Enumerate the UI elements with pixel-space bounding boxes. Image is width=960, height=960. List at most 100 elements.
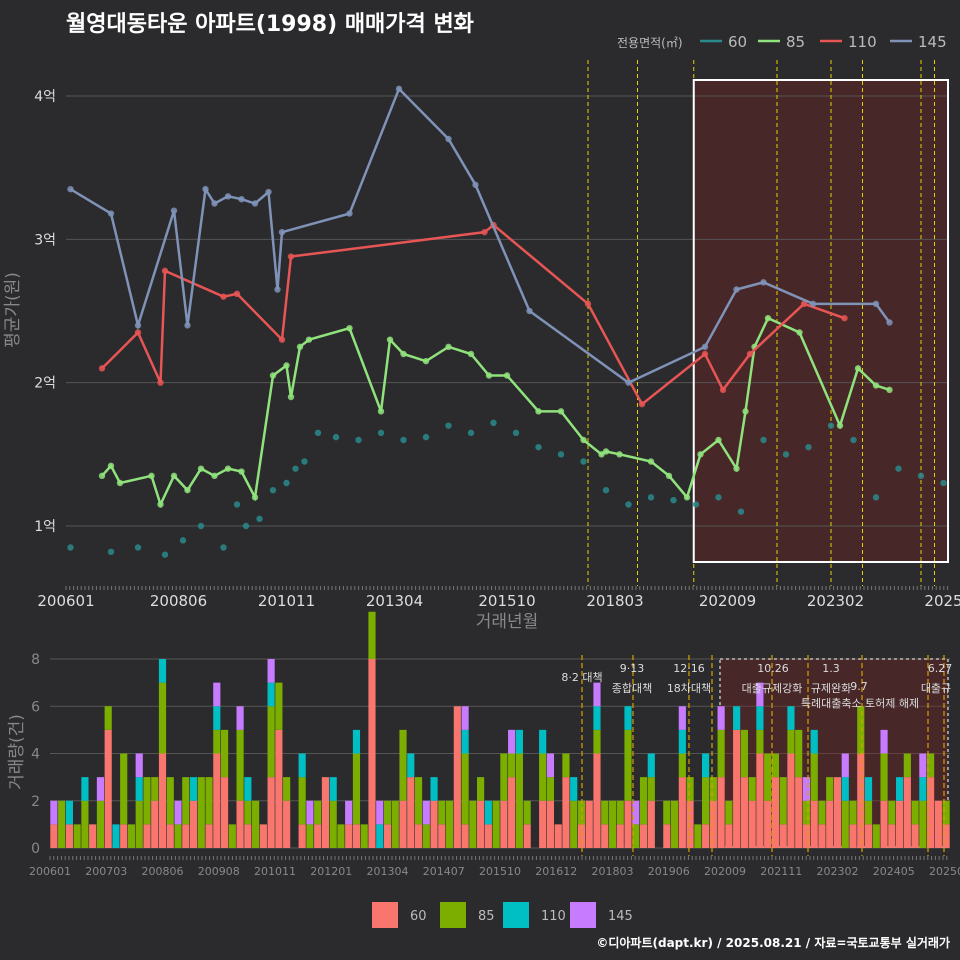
data-point-110 (584, 300, 592, 308)
x-tick-label: 201510 (478, 592, 535, 610)
bar-60 (756, 753, 764, 848)
bar-110 (461, 729, 469, 754)
bar-60 (104, 729, 112, 848)
bar-85 (903, 753, 911, 778)
bar-60 (779, 824, 787, 848)
bar-60 (368, 659, 376, 848)
data-point-60 (602, 486, 610, 494)
bar-85 (399, 729, 407, 801)
bar-60 (244, 824, 252, 848)
bar-60 (182, 824, 190, 848)
data-point-145 (107, 210, 115, 217)
bar-60 (65, 824, 73, 848)
data-point-60 (940, 479, 947, 487)
data-point-60 (872, 494, 880, 501)
bar-85 (182, 777, 190, 825)
bar-60 (438, 824, 446, 848)
bar-85 (127, 824, 136, 848)
data-point-60 (445, 422, 452, 429)
data-point-85 (733, 465, 740, 472)
bar-60 (407, 777, 415, 848)
bar-110 (267, 682, 275, 707)
bar-85 (880, 753, 888, 801)
bar-110 (376, 824, 384, 848)
bar-145 (546, 753, 555, 778)
data-point-145 (346, 210, 353, 217)
bar-60 (911, 824, 919, 848)
bar-60 (189, 800, 198, 848)
bar-85 (577, 800, 586, 825)
bar-145 (593, 682, 601, 707)
bar-60 (639, 824, 648, 848)
bar-60 (748, 800, 756, 848)
x-tick-label: 201803 (586, 592, 643, 610)
bar-145 (50, 800, 58, 825)
bar-60 (220, 777, 229, 848)
bar-legend-key-110 (503, 902, 529, 928)
bar-60 (352, 824, 361, 848)
bar-85 (523, 800, 531, 825)
legend-label: 85 (786, 33, 805, 51)
bar-legend-label: 85 (478, 909, 495, 924)
data-point-145 (202, 185, 209, 193)
bar-85 (632, 824, 640, 848)
bar-110 (864, 777, 873, 801)
bar-y-tick-label: 6 (31, 699, 40, 715)
data-point-60 (400, 436, 407, 444)
data-point-145 (872, 300, 880, 308)
x-tick-label: 202302 (807, 592, 864, 610)
bar-110 (244, 777, 252, 801)
data-point-145 (886, 319, 893, 326)
data-point-60 (692, 501, 700, 508)
bar-60 (647, 800, 655, 848)
bar-85 (841, 800, 849, 848)
data-point-85 (683, 494, 691, 501)
y-axis-label: 평균가(원) (3, 272, 23, 348)
policy-label: 특례대출축소 토허제 해제 (801, 696, 919, 710)
bar-85 (151, 777, 159, 801)
bar-85 (220, 729, 229, 778)
bar-60 (508, 777, 516, 848)
highlight-box (692, 79, 949, 563)
bar-60 (593, 753, 601, 848)
bar-85 (120, 753, 128, 825)
x-tick-label: 201011 (258, 592, 315, 610)
bar-legend-key-60 (372, 902, 398, 928)
data-point-85 (535, 408, 542, 415)
bar-85 (818, 800, 826, 825)
bar-60 (740, 777, 748, 848)
bar-60 (500, 800, 508, 848)
bar-60 (523, 824, 531, 848)
data-point-85 (287, 393, 295, 401)
data-point-85 (269, 372, 277, 379)
data-point-85 (557, 408, 565, 415)
bar-110 (624, 706, 632, 730)
x-tick-label: 200601 (37, 592, 94, 610)
bar-110 (430, 777, 438, 801)
bar-60 (546, 800, 555, 848)
bar-60 (709, 800, 717, 848)
bar-85 (500, 753, 508, 801)
data-point-85 (467, 350, 475, 358)
bar-85 (748, 777, 756, 801)
bar-85 (663, 800, 671, 825)
bar-85 (515, 753, 523, 848)
bar-85 (414, 777, 423, 825)
bar-85 (539, 753, 547, 801)
bar-85 (205, 777, 213, 825)
data-point-60 (161, 551, 169, 558)
data-point-110 (638, 400, 646, 408)
bar-85 (864, 800, 873, 825)
data-point-60 (107, 548, 115, 555)
bar-85 (352, 753, 361, 825)
data-point-85 (296, 343, 304, 351)
bar-85 (252, 800, 260, 848)
bar-85 (360, 824, 368, 848)
data-point-110 (841, 314, 848, 322)
data-point-85 (211, 472, 218, 480)
bar-85 (283, 777, 291, 801)
data-point-110 (157, 379, 164, 386)
bar-85 (337, 824, 345, 848)
bar-x-tick-label: 202111 (760, 865, 802, 878)
data-point-110 (800, 300, 808, 308)
